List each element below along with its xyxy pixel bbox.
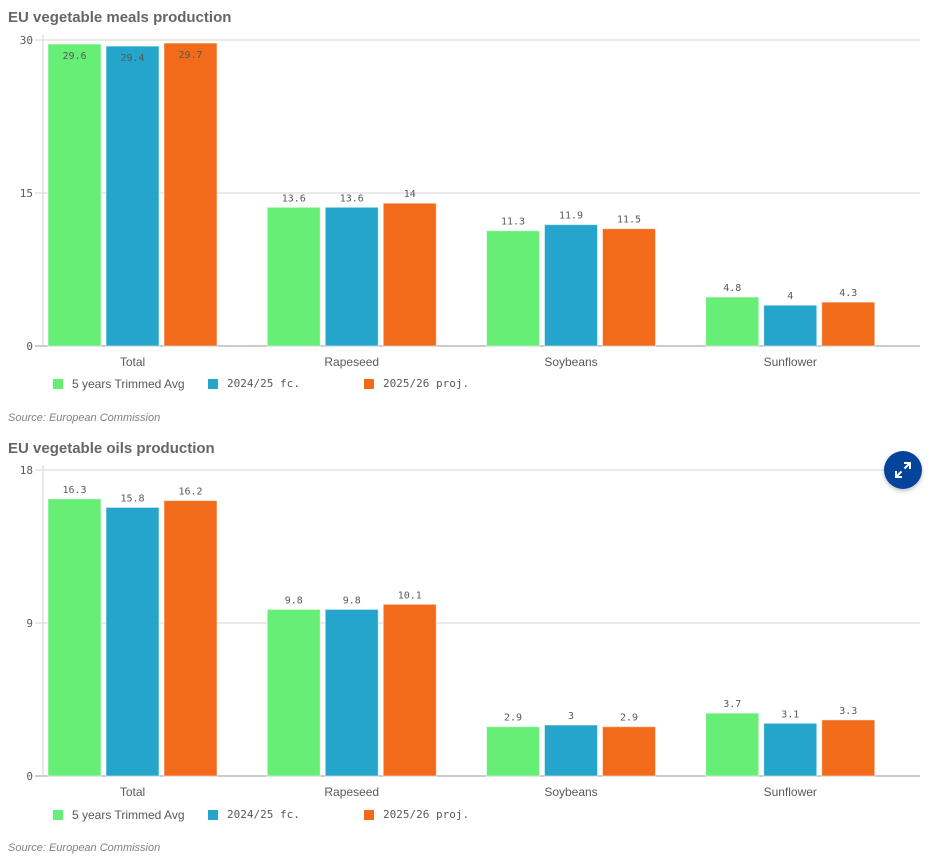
x-category-label: Total bbox=[120, 785, 145, 799]
x-category-label: Rapeseed bbox=[324, 355, 379, 369]
data-label: 29.6 bbox=[62, 51, 86, 62]
bar[interactable] bbox=[382, 202, 437, 347]
bar[interactable] bbox=[821, 719, 876, 777]
bar[interactable] bbox=[163, 500, 218, 777]
bar[interactable] bbox=[266, 608, 321, 777]
legend-swatch bbox=[208, 378, 218, 389]
legend-item-2024-25[interactable]: 2024/25 fc. bbox=[208, 808, 300, 821]
data-label: 10.1 bbox=[398, 590, 422, 601]
bar[interactable] bbox=[324, 608, 379, 777]
x-category-label: Total bbox=[120, 355, 145, 369]
legend: 5 years Trimmed Avg 2024/25 fc. 2025/26 … bbox=[0, 377, 931, 397]
y-tick-label: 18 bbox=[20, 464, 33, 477]
data-label: 2.9 bbox=[504, 713, 522, 724]
legend-label: 2024/25 fc. bbox=[227, 377, 300, 390]
bar[interactable] bbox=[544, 224, 598, 347]
bar[interactable] bbox=[486, 726, 540, 777]
data-label: 2.9 bbox=[620, 713, 638, 724]
data-label: 16.3 bbox=[62, 485, 86, 496]
x-category-label: Sunflower bbox=[764, 355, 817, 369]
expand-button[interactable] bbox=[884, 451, 922, 489]
y-tick-label: 0 bbox=[26, 340, 33, 353]
y-tick-label: 0 bbox=[26, 770, 33, 783]
legend-item-5yr-avg[interactable]: 5 years Trimmed Avg bbox=[53, 808, 185, 822]
legend-label: 2025/26 proj. bbox=[383, 377, 470, 390]
data-label: 11.9 bbox=[559, 211, 583, 222]
bar-chart-meals: 0 15 30 29.6 29.4 29.7 Total 13.6 13.6 14 Rapeseed… bbox=[20, 34, 920, 369]
data-label: 4 bbox=[787, 291, 793, 302]
legend-item-2024-25[interactable]: 2024/25 fc. bbox=[208, 377, 300, 390]
data-label: 16.2 bbox=[178, 487, 202, 498]
data-label: 9.8 bbox=[343, 595, 361, 606]
source-note: Source: European Commission bbox=[8, 412, 161, 424]
bar[interactable] bbox=[763, 722, 818, 777]
data-label: 15.8 bbox=[120, 493, 144, 504]
bar[interactable] bbox=[763, 304, 818, 347]
bar[interactable] bbox=[544, 724, 598, 777]
bar[interactable] bbox=[105, 506, 160, 777]
data-label: 11.5 bbox=[617, 215, 641, 226]
x-category-label: Rapeseed bbox=[324, 785, 379, 799]
bar[interactable] bbox=[324, 206, 379, 347]
data-label: 4.8 bbox=[723, 283, 741, 294]
bar[interactable] bbox=[163, 42, 218, 347]
legend-label: 5 years Trimmed Avg bbox=[72, 808, 185, 822]
legend-item-5yr-avg[interactable]: 5 years Trimmed Avg bbox=[53, 377, 185, 391]
data-label: 13.6 bbox=[340, 193, 364, 204]
data-label: 3.7 bbox=[723, 699, 741, 710]
legend-item-2025-26[interactable]: 2025/26 proj. bbox=[364, 377, 469, 390]
y-tick-label: 30 bbox=[20, 34, 33, 47]
bar[interactable] bbox=[486, 230, 540, 347]
bar[interactable] bbox=[382, 603, 437, 777]
expand-arrows-icon bbox=[895, 462, 911, 478]
bar[interactable] bbox=[602, 726, 656, 777]
data-label: 13.6 bbox=[282, 193, 306, 204]
bar[interactable] bbox=[602, 228, 656, 347]
bar[interactable] bbox=[821, 301, 876, 347]
legend: 5 years Trimmed Avg 2024/25 fc. 2025/26 … bbox=[0, 808, 931, 828]
legend-swatch bbox=[364, 378, 374, 389]
legend-swatch bbox=[53, 379, 63, 389]
bar[interactable] bbox=[705, 296, 760, 347]
source-note: Source: European Commission bbox=[8, 842, 161, 854]
y-tick-label: 15 bbox=[20, 187, 33, 200]
x-category-label: Soybeans bbox=[544, 785, 597, 799]
data-label: 3 bbox=[568, 711, 574, 722]
bar[interactable] bbox=[266, 206, 321, 347]
data-label: 3.1 bbox=[781, 709, 799, 720]
x-category-label: Soybeans bbox=[544, 355, 597, 369]
data-label: 3.3 bbox=[839, 706, 857, 717]
legend-swatch bbox=[364, 809, 374, 820]
bar[interactable] bbox=[105, 45, 160, 347]
data-label: 11.3 bbox=[501, 217, 525, 228]
data-label: 9.8 bbox=[285, 595, 303, 606]
legend-label: 2024/25 fc. bbox=[227, 808, 300, 821]
data-label: 4.3 bbox=[839, 288, 857, 299]
data-label: 29.4 bbox=[120, 53, 144, 64]
bar[interactable] bbox=[705, 712, 760, 777]
x-category-label: Sunflower bbox=[764, 785, 817, 799]
bar[interactable] bbox=[47, 43, 102, 347]
bar-chart-oils: 0 9 18 16.3 15.8 16.2 Total 9.8 9.8 10.1 Rapeseed 2… bbox=[20, 464, 920, 799]
legend-item-2025-26[interactable]: 2025/26 proj. bbox=[364, 808, 469, 821]
data-label: 14 bbox=[404, 189, 416, 200]
bar[interactable] bbox=[47, 498, 102, 777]
legend-label: 2025/26 proj. bbox=[383, 808, 470, 821]
legend-swatch bbox=[208, 809, 218, 820]
legend-label: 5 years Trimmed Avg bbox=[72, 377, 185, 391]
chart-title: EU vegetable meals production bbox=[8, 9, 232, 26]
chart-title: EU vegetable oils production bbox=[8, 440, 215, 457]
data-label: 29.7 bbox=[178, 50, 202, 61]
y-tick-label: 9 bbox=[26, 617, 33, 630]
legend-swatch bbox=[53, 810, 63, 820]
